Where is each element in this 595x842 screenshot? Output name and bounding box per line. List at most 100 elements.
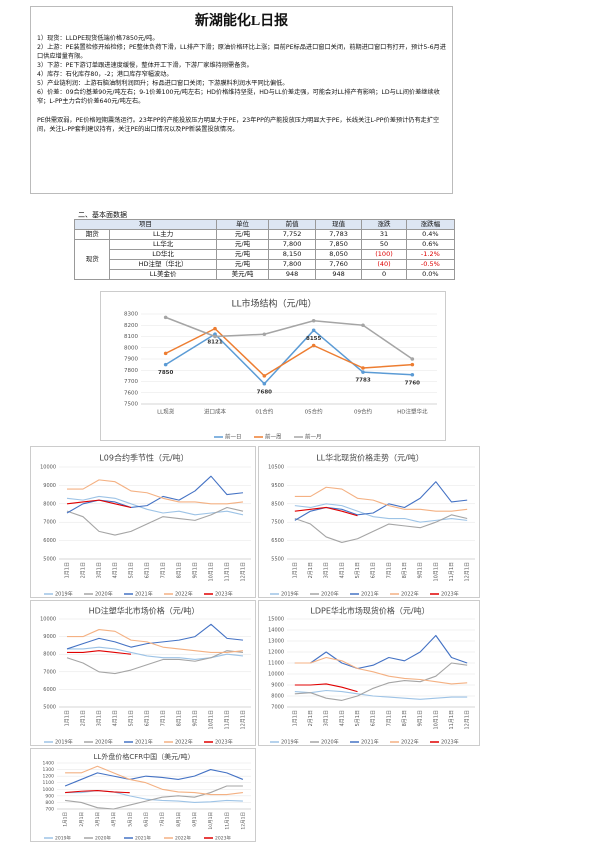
- legend-label: 前一月: [305, 433, 322, 441]
- series-line: [67, 646, 244, 661]
- table-cell: 元/吨: [215, 229, 270, 240]
- header-row: 项目 单位 前值 现值 涨跌 涨跌幅: [74, 219, 456, 230]
- y-tick-label: 8000: [43, 652, 56, 658]
- legend-label: 2020年: [95, 835, 111, 842]
- table-cell: 元/吨: [215, 249, 270, 260]
- x-tick-label: 4月1日: [339, 710, 345, 726]
- table-cell: LL主力: [109, 229, 217, 240]
- y-tick-label: 8100: [124, 334, 138, 340]
- legend-label: 2019年: [55, 835, 71, 842]
- x-tick-label: 4月1日: [339, 562, 345, 578]
- chart-title: LDPE华北市场现货价格（元/吨）: [310, 606, 429, 616]
- report-box: 新湖能化L日报 1）现货：LLDPE现货低端价格7850元/吨。 2）上游：PE装…: [30, 6, 453, 194]
- y-tick-label: 7000: [43, 669, 56, 675]
- series-line: [65, 765, 243, 796]
- x-tick-label: 05合约: [305, 408, 323, 416]
- legend-label: 2023年: [441, 739, 459, 746]
- y-tick-label: 7700: [124, 379, 138, 385]
- y-tick-label: 8000: [124, 345, 138, 351]
- chart-title: LL市场结构（元/吨）: [231, 298, 316, 310]
- x-tick-label: 3月1日: [95, 812, 101, 827]
- series-line: [67, 479, 244, 505]
- series-line: [165, 329, 413, 385]
- x-tick-label: 4月1日: [111, 812, 117, 827]
- x-tick-label: 5月1日: [355, 710, 361, 726]
- bullet: 4）库存：石化库存80，-2；港口库存窄幅波动。: [37, 71, 173, 78]
- table-cell: 948: [314, 269, 363, 280]
- x-tick-label: 7月1日: [161, 710, 167, 726]
- x-tick-label: 8月1日: [177, 562, 183, 578]
- x-tick-label: 3月1日: [324, 710, 330, 726]
- x-tick-label: 10月1日: [433, 562, 439, 582]
- series-line: [66, 475, 244, 514]
- x-tick-label: 2月1日: [81, 562, 87, 578]
- x-tick-label: 09合约: [354, 408, 372, 416]
- legend-label: 2019年: [281, 591, 299, 598]
- y-tick-label: 800: [45, 800, 54, 806]
- chart: LL华北现货价格走势（元/吨） 5500 6500 7500 8500 9500 10500…: [258, 446, 480, 598]
- marker: [262, 374, 267, 378]
- y-tick-label: 7900: [124, 357, 138, 363]
- chart: LL市场结构（元/吨） 7500 7600 7700 7800 7900 8000 8100 8…: [100, 291, 446, 441]
- legend-label: 2021年: [135, 739, 153, 746]
- header-cell: 项目: [74, 219, 217, 230]
- y-tick-label: 7500: [124, 402, 138, 408]
- x-tick-label: 6月1日: [371, 562, 377, 578]
- legend-label: 2022年: [175, 835, 191, 842]
- legend-label: 2023年: [441, 591, 459, 598]
- x-tick-label: 1月1日: [292, 562, 298, 578]
- series-line: [66, 506, 244, 536]
- series-line: [67, 629, 244, 653]
- bullet: 3）下游：PE下游订单跟进速度缓慢，整体开工下滑，下游厂家维持刚需备货。: [37, 62, 253, 69]
- chart-title: LL外盘价格CFR中国（美元/吨）: [94, 752, 195, 761]
- table-cell: LL华北: [109, 239, 217, 250]
- table-cell: (40): [361, 259, 407, 270]
- legend-label: 2021年: [135, 591, 153, 598]
- marker: [311, 318, 316, 323]
- x-tick-label: 9月1日: [418, 710, 424, 726]
- x-tick-label: 8月1日: [402, 562, 408, 578]
- series-line: [294, 656, 468, 685]
- x-tick-label: 8月1日: [177, 710, 183, 726]
- x-tick-label: 9月1日: [192, 812, 198, 827]
- y-tick-label: 1000: [43, 787, 55, 793]
- table-cell: 7,850: [314, 239, 363, 250]
- table-cell: 0.6%: [405, 239, 456, 250]
- series-line: [66, 495, 244, 516]
- x-tick-label: 3月1日: [97, 710, 103, 726]
- x-tick-label: 进口成本: [204, 408, 227, 416]
- x-tick-label: 6月1日: [371, 710, 377, 726]
- x-tick-label: 6月1日: [145, 562, 151, 578]
- y-tick-label: 8300: [124, 312, 138, 318]
- marker: [410, 372, 415, 377]
- x-tick-label: 11月1日: [449, 562, 455, 582]
- marker: [410, 357, 415, 361]
- group-cell: 期货: [73, 229, 111, 240]
- y-tick-label: 9500: [271, 483, 284, 489]
- y-tick-label: 6000: [43, 687, 56, 693]
- x-tick-label: 1月1日: [292, 710, 298, 726]
- series-line: [66, 623, 244, 650]
- table-cell: 7,800: [268, 259, 316, 270]
- header-cell: 涨跌幅: [405, 219, 456, 230]
- x-tick-label: 6月1日: [143, 812, 149, 827]
- x-tick-label: 1月1日: [65, 710, 71, 726]
- legend-label: 2023年: [215, 739, 233, 746]
- table-cell: HD注塑（华北）: [109, 259, 217, 270]
- series-line: [294, 503, 468, 523]
- legend-label: 2022年: [401, 739, 419, 746]
- y-tick-label: 14000: [268, 628, 284, 634]
- data-table: 项目 单位 前值 现值 涨跌 涨跌幅 期货 LL主力 元/吨 7,752 7,783 31 0.4% 现货…: [73, 219, 456, 280]
- x-tick-label: 11月1日: [225, 562, 231, 582]
- marker: [361, 370, 365, 374]
- y-tick-label: 1300: [43, 767, 55, 773]
- x-tick-label: 8月1日: [402, 710, 408, 726]
- series-line: [165, 327, 413, 377]
- y-tick-label: 7800: [124, 368, 138, 374]
- marker: [163, 362, 168, 367]
- table-cell: 0: [361, 269, 407, 280]
- x-tick-label: 5月1日: [129, 562, 135, 578]
- data-label: 8155: [306, 336, 321, 342]
- table-cell: 31: [361, 229, 407, 240]
- legend-label: 2023年: [215, 591, 233, 598]
